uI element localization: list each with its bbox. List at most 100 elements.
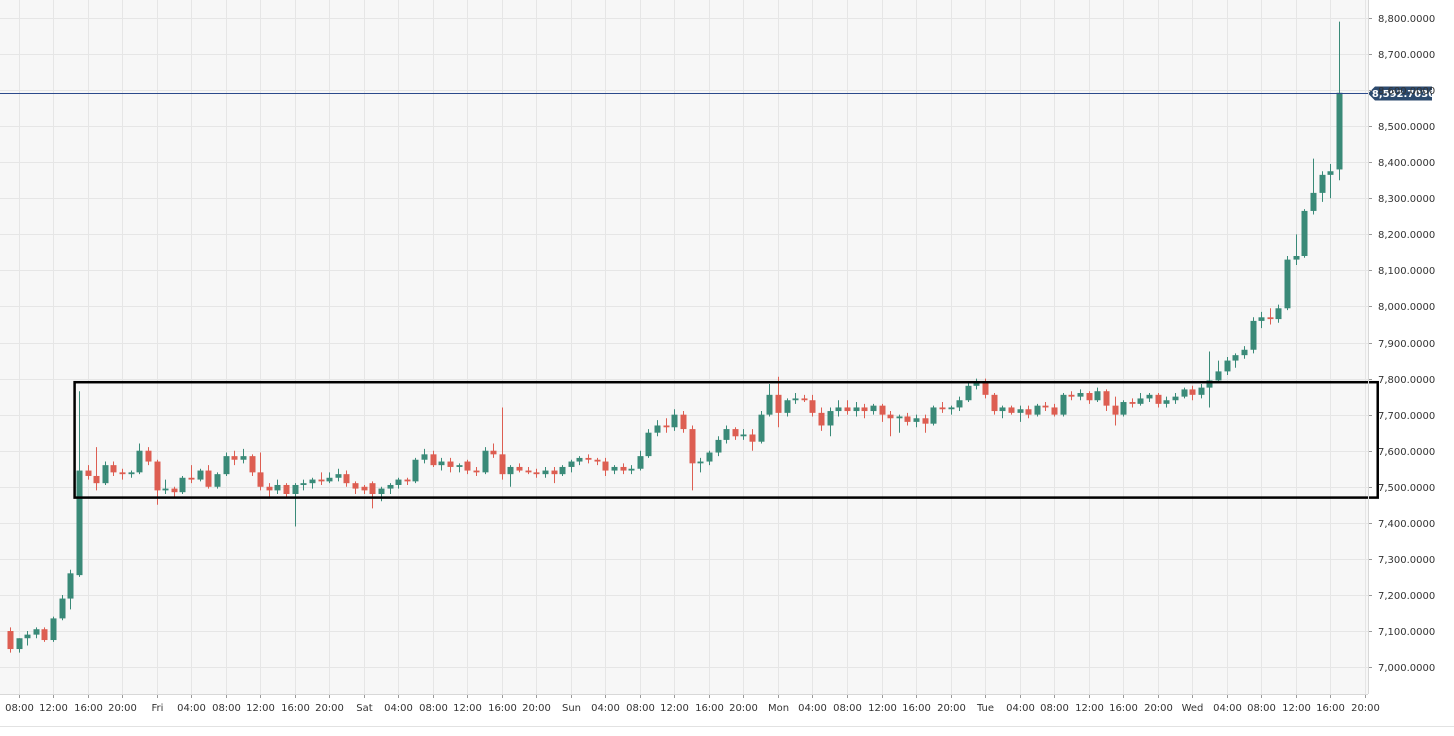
- candle-down: [689, 425, 696, 491]
- candle-up: [913, 414, 920, 428]
- price-tick-label: 8,000.0000: [1378, 302, 1435, 313]
- candle-up: [482, 447, 489, 475]
- candle-body: [378, 488, 385, 494]
- candle-body: [1310, 192, 1317, 211]
- candle-down: [119, 468, 126, 480]
- price-tick-label: 8,100.0000: [1378, 266, 1435, 277]
- candle-body: [628, 468, 635, 471]
- candle-down: [551, 466, 558, 484]
- candle-body: [1077, 393, 1084, 397]
- candle-body: [1051, 407, 1058, 415]
- candle-up: [766, 384, 773, 417]
- candle-body: [525, 470, 532, 473]
- candle-down: [991, 393, 998, 415]
- candle-up: [76, 391, 83, 577]
- candle-body: [352, 483, 359, 489]
- candle-body: [1086, 393, 1093, 401]
- candle-up: [412, 457, 419, 484]
- candle-body: [24, 634, 31, 639]
- candle-body: [1181, 389, 1188, 397]
- candle-body: [645, 432, 652, 457]
- candle-up: [1293, 234, 1300, 266]
- time-tick-label: 16:00: [281, 703, 310, 714]
- candle-body: [136, 450, 143, 473]
- candle-up: [697, 457, 704, 473]
- candle-up: [1146, 393, 1153, 403]
- candle-body: [482, 450, 489, 473]
- candle-down: [844, 400, 851, 415]
- candle-down: [1068, 391, 1075, 401]
- candle-body: [999, 407, 1006, 412]
- candle-body: [939, 407, 946, 410]
- candle-body: [326, 477, 333, 482]
- candle-up: [542, 466, 549, 478]
- candle-body: [706, 452, 713, 462]
- candle-body: [620, 466, 627, 471]
- candle-up: [162, 479, 169, 494]
- candle-up: [292, 483, 299, 527]
- candle-body: [1258, 317, 1265, 321]
- candle-body: [1301, 210, 1308, 256]
- candle-body: [801, 398, 808, 401]
- candle-down: [1112, 396, 1119, 426]
- candle-body: [33, 629, 40, 635]
- time-tick-label: 16:00: [695, 703, 724, 714]
- candle-up: [1198, 384, 1205, 399]
- price-tick-label: 8,200.0000: [1378, 230, 1435, 241]
- candle-body: [197, 470, 204, 480]
- candle-up: [309, 477, 316, 489]
- candle-body: [663, 425, 670, 428]
- candle-up: [896, 414, 903, 433]
- candle-up: [637, 450, 644, 471]
- time-tick-label: 04:00: [1213, 703, 1242, 714]
- candle-body: [188, 477, 195, 480]
- price-tick-label: 8,300.0000: [1378, 194, 1435, 205]
- candle-body: [1232, 355, 1239, 361]
- price-tick-label: 7,700.0000: [1378, 411, 1435, 422]
- candle-body: [292, 484, 299, 494]
- candle-body: [965, 385, 972, 401]
- candle-down: [473, 466, 480, 476]
- time-tick-label: 20:00: [729, 703, 758, 714]
- price-tick-label: 8,400.0000: [1378, 158, 1435, 169]
- candle-up: [387, 483, 394, 494]
- candle-body: [309, 479, 316, 484]
- candle-up: [1137, 393, 1144, 406]
- candle-down: [904, 412, 911, 426]
- candle-body: [1129, 402, 1136, 404]
- candle-down: [775, 376, 782, 428]
- candle-up: [965, 382, 972, 403]
- time-tick-label: Mon: [768, 703, 789, 714]
- price-tick-label: 8,800.0000: [1378, 14, 1435, 25]
- candle-body: [447, 461, 454, 467]
- candle-up: [948, 405, 955, 415]
- candle-body: [266, 486, 273, 491]
- candle-body: [119, 472, 126, 475]
- candle-up: [197, 468, 204, 482]
- candle-body: [973, 382, 980, 386]
- candle-up: [1250, 317, 1257, 354]
- candle-body: [438, 461, 445, 466]
- candle-up: [1258, 311, 1265, 329]
- candle-down: [171, 486, 178, 498]
- candle-body: [335, 474, 342, 478]
- candle-body: [904, 416, 911, 422]
- candle-body: [861, 407, 868, 412]
- candle-up: [715, 436, 722, 457]
- candle-up: [1172, 393, 1179, 404]
- candle-body: [473, 470, 480, 473]
- candle-up: [1319, 171, 1326, 202]
- candle-up: [1215, 360, 1222, 383]
- candle-body: [956, 400, 963, 408]
- time-tick-label: Fri: [152, 703, 164, 714]
- candle-up: [1094, 387, 1101, 403]
- candle-down: [525, 466, 532, 475]
- candle-body: [775, 394, 782, 413]
- time-tick-label: 08:00: [212, 703, 241, 714]
- candle-body: [343, 474, 350, 484]
- candle-body: [1189, 389, 1196, 395]
- time-tick-label: 12:00: [246, 703, 275, 714]
- candle-down: [318, 472, 325, 485]
